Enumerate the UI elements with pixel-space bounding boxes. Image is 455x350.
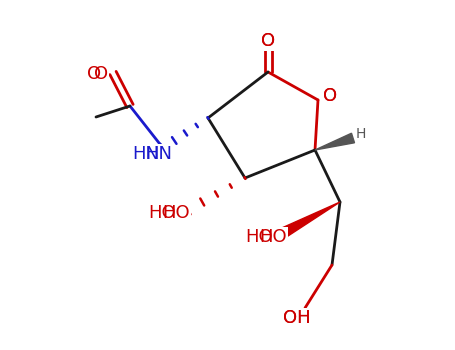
Text: OH: OH [283,309,311,327]
Text: HO: HO [162,204,190,222]
Polygon shape [315,133,354,150]
Text: HO: HO [245,228,273,246]
Text: O: O [94,65,108,83]
Text: O: O [261,32,275,50]
Text: HN: HN [132,145,159,163]
Text: O: O [323,87,337,105]
Text: O: O [323,87,337,105]
Text: HN: HN [146,145,172,163]
Text: HO: HO [148,204,176,222]
Text: O: O [261,32,275,50]
Text: H: H [356,127,366,141]
Polygon shape [283,202,340,236]
Text: O: O [87,65,101,83]
Text: HO: HO [259,228,287,246]
Text: OH: OH [283,309,311,327]
